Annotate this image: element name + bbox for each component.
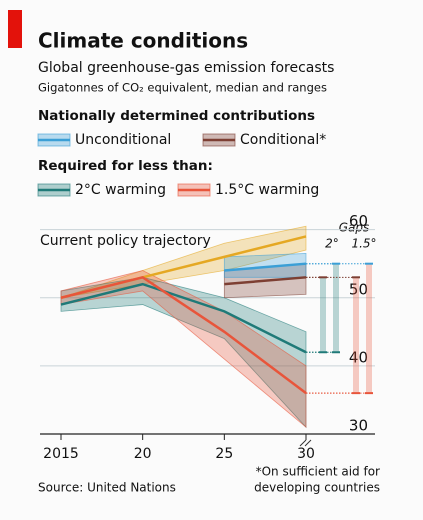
series-line [60, 282, 307, 354]
red-tag [8, 10, 22, 48]
legend-label: Unconditional [75, 132, 171, 148]
series-line [224, 276, 307, 286]
chart-title: Climate conditions [38, 29, 248, 53]
units-note: Gigatonnes of CO₂ equivalent, median and… [38, 81, 327, 95]
range-band [60, 225, 307, 299]
chart-subtitle: Global greenhouse-gas emission forecasts [38, 60, 334, 76]
series-line [224, 262, 307, 272]
gap-bar [333, 263, 339, 353]
x-tick-label: 2015 [43, 446, 79, 462]
y-tick-label: 60 [349, 212, 368, 230]
x-tick-label: 25 [215, 446, 233, 462]
legend-label: 2°C warming [75, 182, 166, 198]
x-tick-label: 30 [297, 446, 315, 462]
gap-bar [353, 277, 359, 394]
y-tick-label: 30 [349, 417, 368, 435]
footnote: developing countries [254, 481, 380, 495]
legend-label: 1.5°C warming [215, 182, 319, 198]
series-line [60, 275, 307, 395]
legend-label: Conditional* [240, 132, 326, 148]
x-tick-label: 20 [134, 446, 152, 462]
y-tick-label: 50 [349, 280, 368, 298]
legend-heading: Nationally determined contributions [38, 108, 315, 124]
gap-bar [320, 277, 326, 353]
gap-label: 1.5° [351, 237, 376, 251]
gaps-label: Gaps [339, 221, 370, 235]
source: Source: United Nations [38, 481, 176, 495]
gap-bar [366, 263, 372, 394]
series-label: Current policy trajectory [40, 233, 211, 249]
axis-break [299, 439, 312, 447]
y-tick-label: 40 [349, 348, 368, 366]
legend-heading: Required for less than: [38, 158, 213, 174]
gap-label: 2° [325, 237, 339, 251]
range-band [60, 270, 307, 429]
footnote: *On sufficient aid for [256, 465, 380, 479]
